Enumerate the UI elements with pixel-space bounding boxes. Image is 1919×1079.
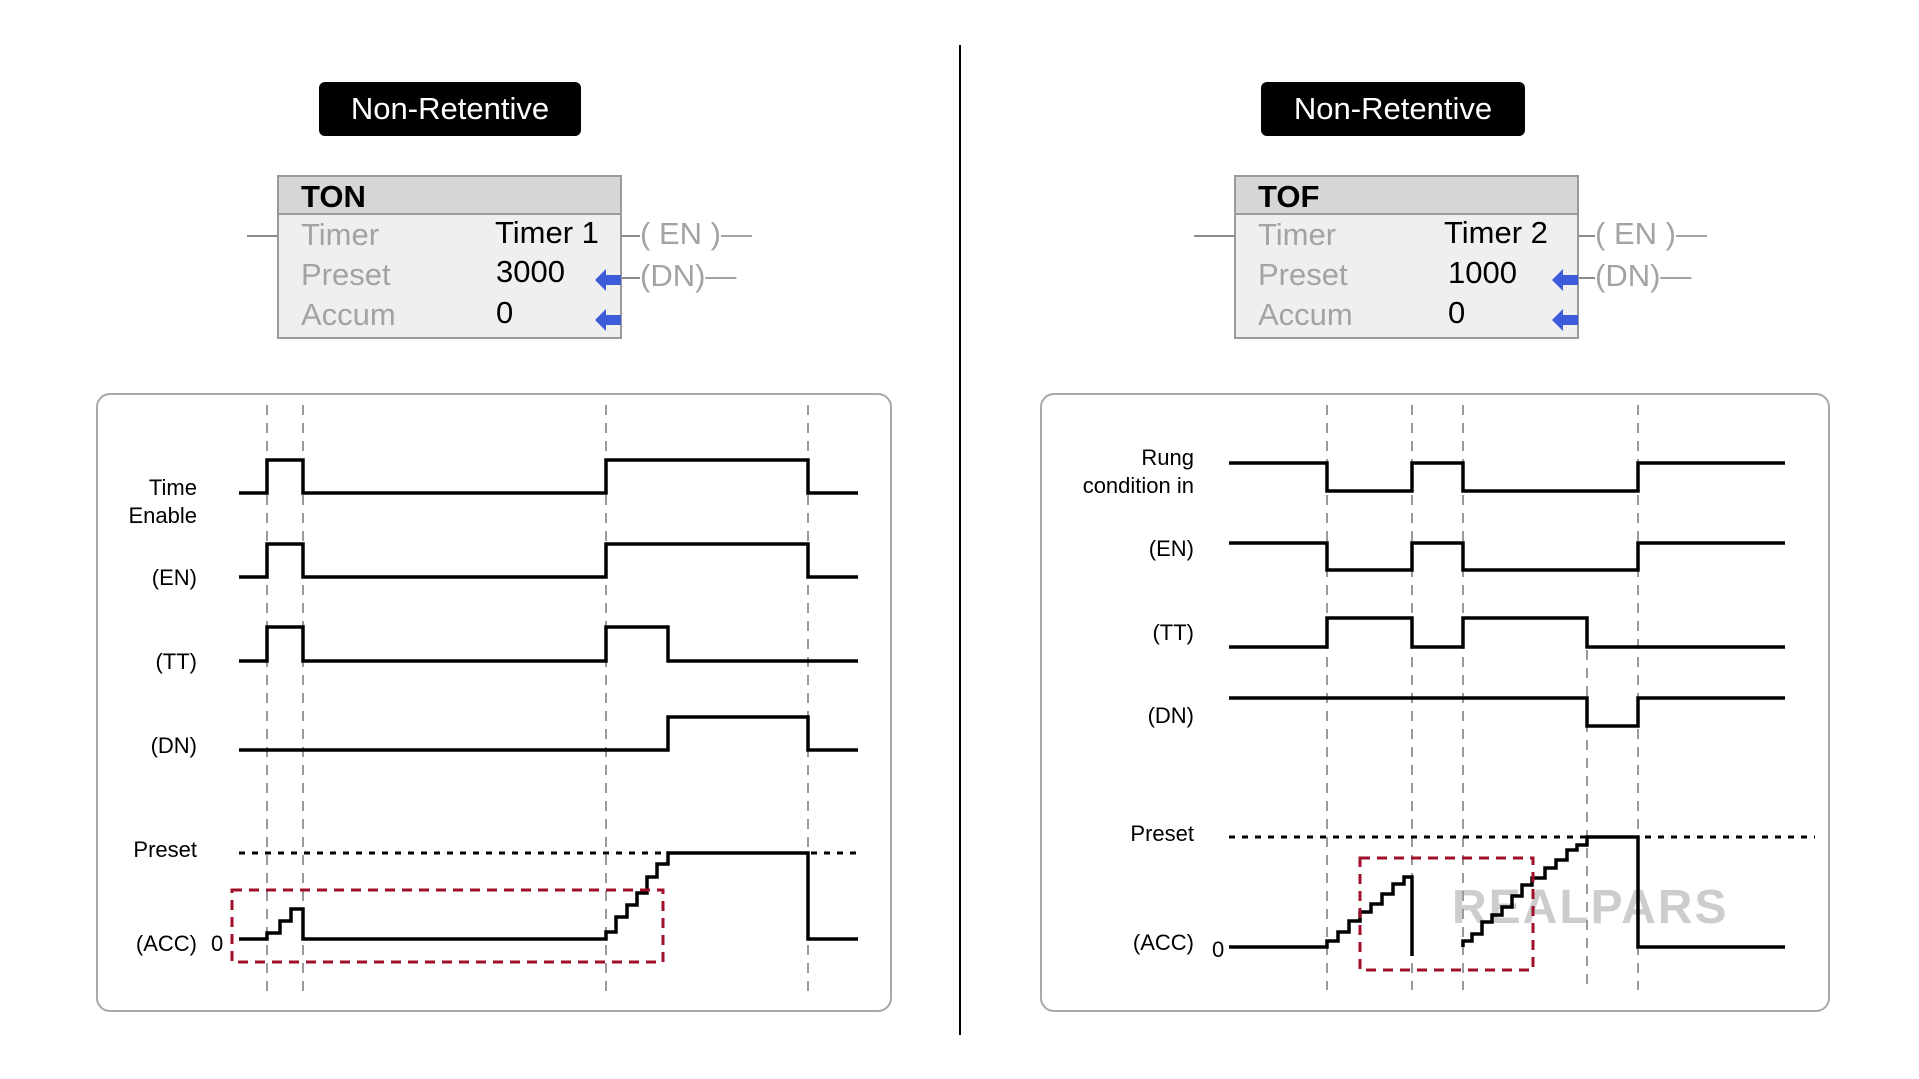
tof-input-rail [1194,235,1234,237]
tof-label-en: (EN) [1148,536,1194,561]
ton-dn-rail [622,277,640,279]
ton-timer-label: Timer [301,217,380,252]
tof-label-tt: (TT) [1152,620,1194,645]
ton-en-rail [622,235,640,237]
tof-accum-arrow-icon [1552,309,1578,331]
tof-retentive-badge: Non-Retentive [1261,82,1525,136]
ton-accum-value: 0 [496,295,514,330]
ton-label-acc: (ACC) [135,931,197,956]
tof-label-dn: (DN) [1147,703,1194,728]
tof-timer-label: Timer [1258,217,1337,252]
tof-dn-coil: (DN)— [1595,258,1692,293]
ton-input-rail [247,235,277,237]
ton-retentive-badge: Non-Retentive [319,82,581,136]
tof-accum-label: Accum [1258,297,1353,332]
tof-preset-arrow-icon [1552,269,1578,291]
tof-instruction-block: TOF Timer Preset Accum Timer 2 1000 0 [1234,175,1579,339]
tof-timing-panel [1040,393,1830,1012]
ton-label-preset: Preset [133,837,197,862]
ton-acc-highlight-box [230,888,665,964]
tof-timer-value: Timer 2 [1444,215,1548,250]
tof-en-coil: ( EN )— [1595,216,1707,251]
center-divider [959,45,961,1035]
ton-preset-arrow-icon [595,269,621,291]
tof-signals [1229,461,1785,956]
ton-instruction-name: TON [279,177,620,215]
ton-instruction-block: TON Timer Preset Accum Timer 1 3000 0 [277,175,622,339]
ton-accum-label: Accum [301,297,396,332]
ton-preset-label: Preset [301,257,391,292]
tof-label-rung-condition: Rung condition in [1082,445,1194,498]
ton-timing-panel [96,393,892,1012]
ton-accum-arrow-icon [595,309,621,331]
tof-instruction-name: TOF [1236,177,1577,215]
tof-preset-value: 1000 [1448,255,1517,290]
ton-dn-coil: (DN)— [640,258,737,293]
ton-en-coil: ( EN )— [640,216,752,251]
ton-label-dn: (DN) [150,733,197,758]
tof-dn-rail [1579,277,1595,279]
realpars-watermark: REALPARS [1452,881,1729,934]
tof-accum-value: 0 [1448,295,1466,330]
ton-label-en: (EN) [151,565,197,590]
ton-label-time-enable: Time Enable [128,475,197,528]
ton-signals [239,458,858,941]
highlight-boxes [230,856,1535,972]
ton-timer-value: Timer 1 [495,215,599,250]
tof-label-acc-zero: 0 [1212,937,1225,962]
tof-en-rail [1579,235,1595,237]
ton-preset-value: 3000 [496,254,565,289]
tof-acc-highlight-box [1358,856,1535,972]
tof-label-preset: Preset [1130,821,1194,846]
ton-label-tt: (TT) [155,649,197,674]
ton-label-acc-zero: 0 [211,931,224,956]
tof-label-acc: (ACC) [1132,930,1194,955]
tof-preset-label: Preset [1258,257,1348,292]
